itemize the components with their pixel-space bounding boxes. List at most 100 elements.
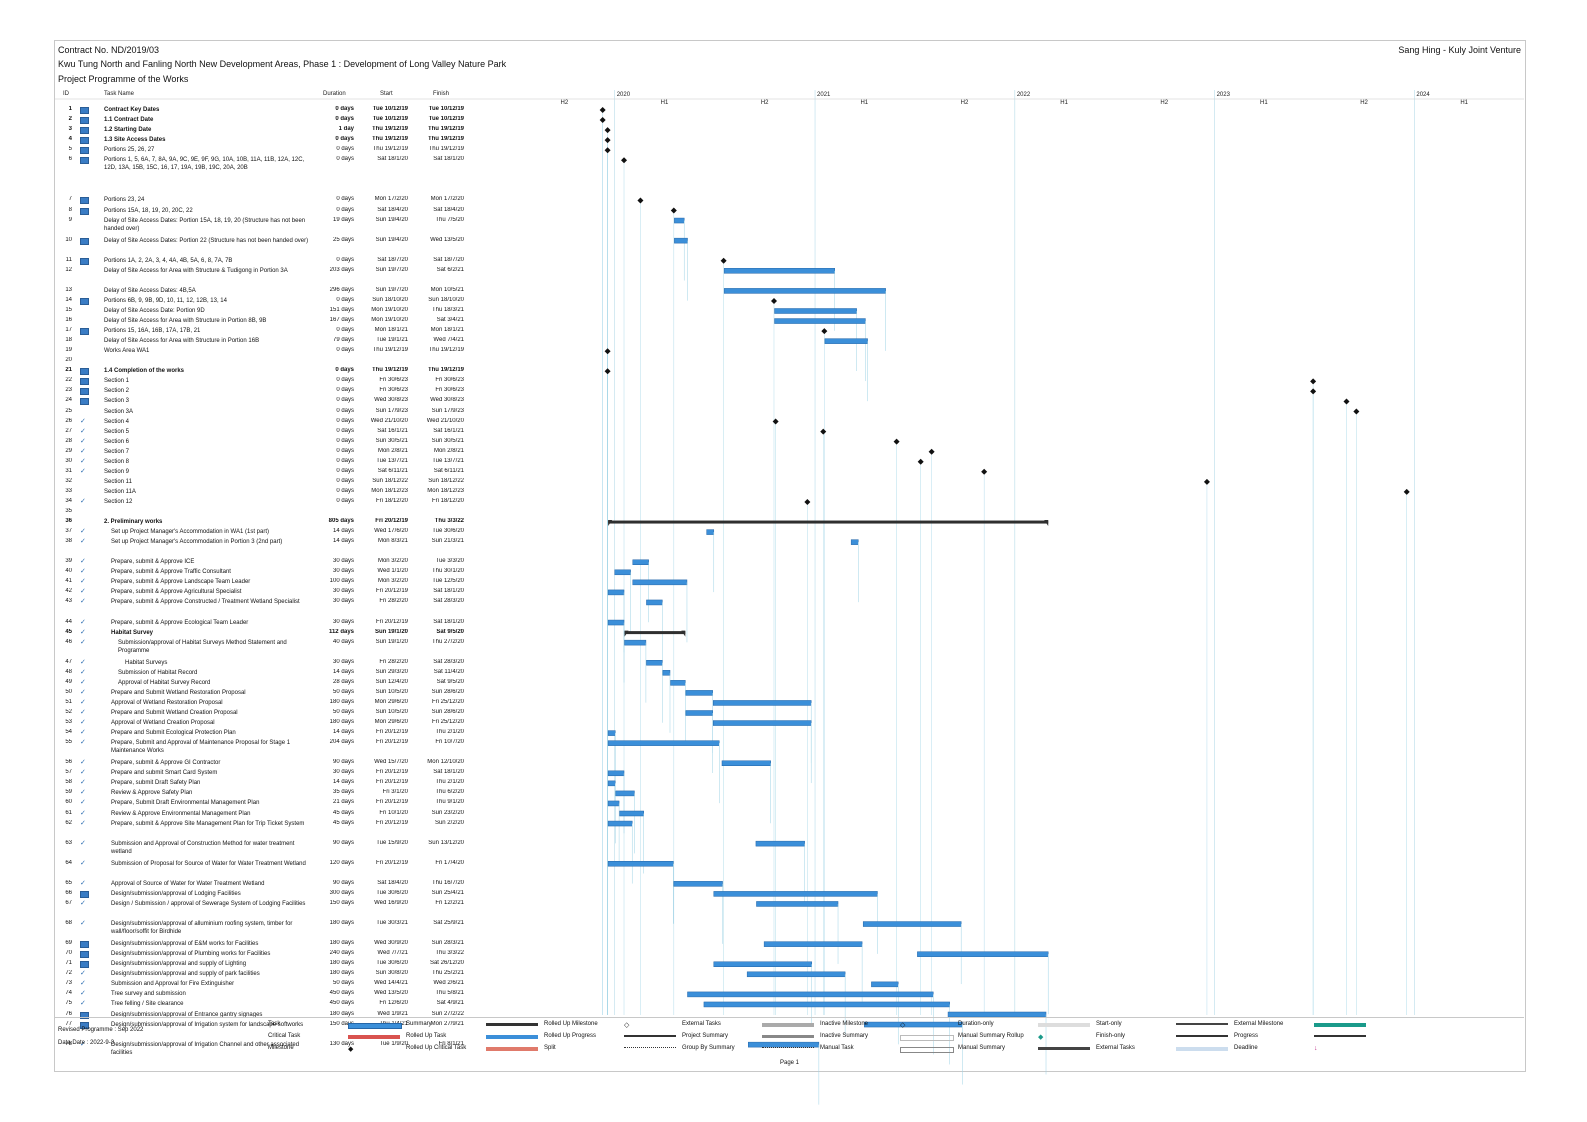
- milestone-diamond: [770, 297, 777, 304]
- task-bar: [619, 810, 644, 817]
- task-bar: [755, 840, 805, 847]
- col-start-header: Start: [380, 91, 393, 97]
- task-bar: [624, 639, 647, 646]
- legend-swatch: [1038, 1023, 1090, 1027]
- legend-glyph-icon: ◆: [1038, 1034, 1044, 1041]
- milestone-diamond: [604, 348, 611, 355]
- legend-swatch: [486, 1023, 538, 1026]
- milestone-diamond: [981, 468, 988, 475]
- col-name-header: Task Name: [104, 91, 135, 97]
- milestone-diamond: [1343, 398, 1350, 405]
- legend-glyph-icon: ◇: [624, 1022, 630, 1029]
- task-bar: [614, 569, 631, 576]
- legend-label: Manual Summary Rollup: [958, 1033, 1024, 1039]
- task-bar: [723, 268, 835, 274]
- task-bar: [607, 770, 625, 777]
- milestone-diamond: [621, 157, 628, 164]
- legend-label: Inactive Summary: [820, 1033, 869, 1039]
- legend-label: Duration-only: [958, 1021, 994, 1027]
- legend-label: Rolled Up Milestone: [544, 1021, 598, 1027]
- half-tick-label: H1: [860, 100, 868, 106]
- milestone-diamond: [1353, 408, 1360, 415]
- milestone-diamond: [1310, 388, 1317, 395]
- page-number: Page 1: [780, 1060, 800, 1066]
- legend-swatch: [900, 1035, 954, 1041]
- legend-glyph-icon: ◇: [900, 1022, 906, 1029]
- milestone-diamond: [1403, 488, 1410, 495]
- year-tick-label: 2024: [1416, 92, 1430, 98]
- task-bar: [670, 680, 686, 686]
- legend-swatch: [1314, 1023, 1366, 1027]
- task-bar: [687, 991, 934, 998]
- legend-swatch: [1176, 1035, 1228, 1037]
- year-tick-label: 2020: [617, 92, 631, 98]
- milestone-diamond: [599, 117, 606, 124]
- task-bar: [723, 288, 886, 294]
- task-bar: [646, 599, 663, 606]
- half-tick-label: H2: [1360, 100, 1368, 106]
- task-bar: [607, 820, 633, 827]
- legend-label: External Tasks: [1096, 1045, 1135, 1051]
- col-duration-header: Duration: [323, 91, 346, 97]
- task-bar: [674, 217, 685, 224]
- task-bar: [917, 951, 1049, 957]
- task-bar: [713, 891, 878, 897]
- task-bar: [632, 579, 688, 586]
- contractor-name: Sang Hing - Kuly Joint Venture: [1398, 45, 1521, 55]
- task-bar: [685, 690, 713, 696]
- legend-label: Rolled Up Critical Task: [406, 1045, 467, 1051]
- task-bar: [706, 529, 715, 535]
- milestone-diamond: [637, 197, 644, 204]
- summary-start-cap: [608, 520, 613, 527]
- summary-bar: [608, 520, 1049, 524]
- task-bar: [862, 921, 962, 927]
- half-tick-label: H1: [1060, 100, 1068, 106]
- task-bar: [674, 237, 688, 244]
- milestone-diamond: [893, 438, 900, 445]
- task-bar: [662, 670, 671, 676]
- task-bar: [756, 901, 839, 907]
- task-bar: [685, 710, 713, 716]
- task-bar: [774, 318, 866, 324]
- half-tick-label: H1: [1260, 100, 1268, 106]
- half-tick-label: H2: [1160, 100, 1168, 106]
- legend-swatch: [900, 1047, 954, 1053]
- milestone-diamond: [804, 498, 811, 505]
- milestone-diamond: [821, 328, 828, 335]
- milestone-diamond: [720, 257, 727, 264]
- milestone-diamond: [670, 207, 677, 214]
- year-tick-label: 2021: [817, 92, 831, 98]
- task-bar: [607, 730, 616, 736]
- task-bar: [646, 660, 663, 666]
- milestone-diamond: [820, 428, 827, 435]
- milestone-diamond: [1310, 378, 1317, 385]
- milestone-diamond: [917, 458, 924, 465]
- task-bar: [774, 308, 857, 314]
- milestone-diamond: [1203, 478, 1210, 485]
- legend-label: Critical Task: [268, 1033, 301, 1039]
- summary-end-cap: [1044, 520, 1049, 527]
- milestone-diamond: [604, 147, 611, 154]
- summary-bar: [624, 631, 686, 635]
- legend-label: Rolled Up Task: [406, 1033, 447, 1039]
- task-bar: [824, 338, 868, 344]
- half-tick-label: H2: [761, 100, 769, 106]
- legend-swatch: [1038, 1047, 1090, 1050]
- milestone-diamond: [599, 107, 606, 113]
- legend-label: External Tasks: [682, 1021, 721, 1027]
- legend-swatch: [348, 1023, 402, 1029]
- task-bar: [703, 1001, 950, 1008]
- legend-label: Finish-only: [1096, 1033, 1126, 1039]
- project-title: Kwu Tung North and Fanling North New Dev…: [58, 59, 507, 69]
- legend-swatch: [624, 1035, 676, 1037]
- legend-label: Rolled Up Progress: [544, 1033, 597, 1039]
- legend-swatch: [486, 1047, 538, 1051]
- legend-label: Split: [544, 1045, 556, 1051]
- task-bar: [850, 539, 859, 545]
- legend-label: Group By Summary: [682, 1045, 735, 1051]
- task-bar: [607, 619, 625, 626]
- legend-label: Milestone: [268, 1045, 294, 1051]
- legend-label: Deadline: [1234, 1045, 1258, 1051]
- task-bar: [607, 861, 674, 867]
